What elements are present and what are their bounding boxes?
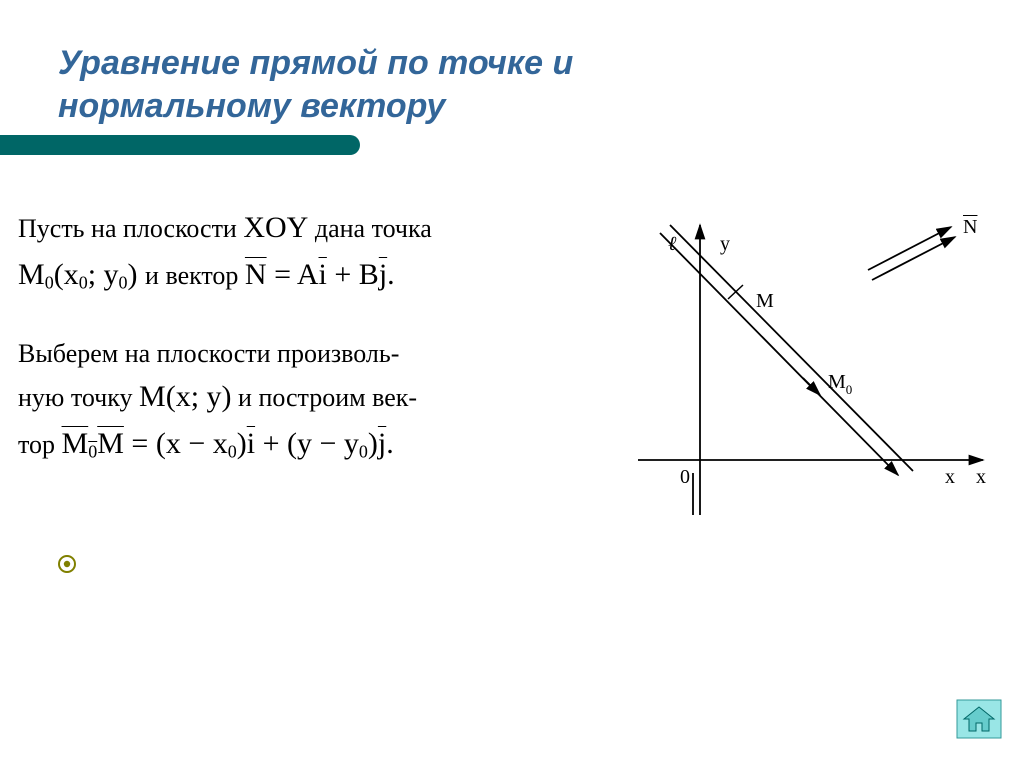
ell-label: ℓ bbox=[668, 233, 677, 255]
math-m0-close: ) bbox=[128, 258, 138, 291]
math-vec-y0sub: 0 bbox=[359, 441, 368, 461]
math-m0-sub: 0 bbox=[45, 272, 54, 292]
text-p2a: и вектор bbox=[145, 261, 245, 290]
math-m0-m: M bbox=[18, 258, 45, 291]
paragraph-5: тор M0M = (x − x0)i + (y − y0)j. bbox=[18, 421, 638, 468]
x-label-1: x bbox=[945, 466, 955, 488]
math-vec-i: i bbox=[247, 427, 255, 460]
math-m0m-sub: 0 bbox=[88, 441, 97, 461]
math-m0m-m2: M bbox=[97, 427, 124, 460]
title-underline bbox=[0, 135, 360, 155]
origin-label: 0 bbox=[680, 466, 690, 488]
slide: Уравнение прямой по точке и нормальному … bbox=[0, 0, 1024, 767]
math-m0-open: (x bbox=[54, 258, 79, 291]
line-l-main bbox=[660, 233, 898, 475]
math-m0m-over: M0M bbox=[62, 427, 124, 460]
home-button[interactable] bbox=[956, 699, 1002, 739]
math-vec-j: j bbox=[378, 427, 386, 460]
math-i: i bbox=[319, 258, 327, 291]
x-label-2: x bbox=[976, 466, 986, 488]
math-dot-2: . bbox=[386, 427, 394, 460]
math-vec-xx0-a: = (x − x bbox=[124, 427, 228, 460]
paragraph-4: ную точку M(x; y) и построим век- bbox=[18, 374, 638, 421]
math-n: N bbox=[245, 258, 267, 291]
math-j: j bbox=[379, 258, 387, 291]
text-p1a: Пусть на плоскости bbox=[18, 214, 243, 243]
m0-label: M0 bbox=[828, 371, 852, 397]
n-label: N bbox=[963, 216, 977, 238]
bullet-icon bbox=[58, 555, 76, 573]
math-vec-mid: ) bbox=[237, 427, 247, 460]
line-l-parallel bbox=[670, 225, 913, 471]
math-mxy: M(x; y) bbox=[139, 380, 232, 413]
paragraph-3: Выберем на плоскости произволь- bbox=[18, 334, 638, 374]
math-m0-y0: 0 bbox=[119, 272, 128, 292]
math-n-eq: N = Ai + Bj. bbox=[245, 258, 395, 291]
body-text: Пусть на плоскости XOY дана точка M0(x0;… bbox=[18, 205, 638, 467]
math-m0-mid: ; y bbox=[88, 258, 119, 291]
text-p1b: дана точка bbox=[308, 214, 431, 243]
diagram: y ℓ 0 x x N M M0 bbox=[638, 215, 998, 515]
math-m0m-m1: M bbox=[62, 427, 89, 460]
page-title: Уравнение прямой по точке и нормальному … bbox=[58, 42, 958, 127]
y-label: y bbox=[720, 233, 730, 255]
paragraph-2: M0(x0; y0) и вектор N = Ai + Bj. bbox=[18, 252, 638, 299]
title-block: Уравнение прямой по точке и нормальному … bbox=[58, 42, 958, 155]
math-plane: XOY bbox=[243, 211, 308, 244]
math-dot-1: . bbox=[387, 258, 395, 291]
math-vec-plus: + (y − y bbox=[255, 427, 359, 460]
m0-arrow bbox=[803, 378, 820, 395]
math-plus-b: + B bbox=[327, 258, 379, 291]
paragraph-1: Пусть на плоскости XOY дана точка bbox=[18, 205, 638, 252]
title-line-1: Уравнение прямой по точке и bbox=[58, 44, 573, 82]
title-line-2: нормальному вектору bbox=[58, 87, 445, 125]
vector-n-2 bbox=[872, 237, 955, 280]
text-p4a: ную точку bbox=[18, 383, 139, 412]
text-p5a: тор bbox=[18, 430, 62, 459]
vector-n-1 bbox=[868, 227, 951, 270]
text-p4b: и построим век- bbox=[232, 383, 418, 412]
m-label: M bbox=[756, 290, 774, 312]
math-vec-close: ) bbox=[368, 427, 378, 460]
math-m0-x0: 0 bbox=[79, 272, 88, 292]
math-m0: M0(x0; y0) bbox=[18, 258, 145, 291]
math-vec-x0sub: 0 bbox=[228, 441, 237, 461]
math-eq-a: = A bbox=[267, 258, 319, 291]
math-m0m-vec: M0M = (x − x0)i + (y − y0)j. bbox=[62, 427, 394, 460]
